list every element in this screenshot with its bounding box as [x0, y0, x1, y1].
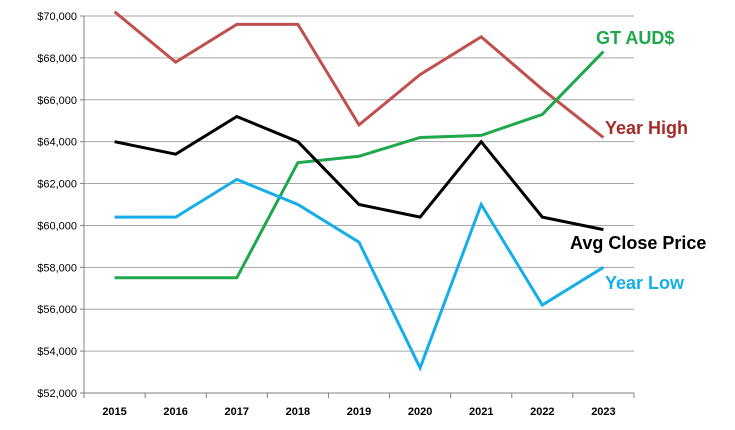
series-group [113, 10, 605, 372]
y-axis: $52,000 $54,000 $56,000 $58,000 $60,000 $62,0… [37, 11, 85, 400]
y-tick-label: $60,000 [37, 220, 77, 232]
series-line-year-low [114, 177, 605, 372]
y-tick-label: $58,000 [37, 262, 77, 274]
y-tick-label: $68,000 [37, 53, 77, 65]
x-tick-label: 2020 [408, 406, 432, 418]
x-tick-label: 2022 [530, 406, 554, 418]
x-tick-label: 2019 [347, 406, 371, 418]
y-tick-label: $66,000 [37, 95, 77, 107]
series-label-year-high: Year High [605, 118, 688, 138]
series-label-avg-close: Avg Close Price [570, 233, 706, 253]
y-tick-label: $70,000 [37, 11, 77, 23]
y-tick-label: $56,000 [37, 304, 77, 316]
series-label-year-low: Year Low [605, 273, 685, 293]
series-line-gt-aud [114, 50, 605, 280]
series-label-gt-aud: GT AUD$ [596, 28, 674, 48]
x-tick-label: 2021 [469, 406, 493, 418]
x-axis: 2015 2016 2017 2018 2019 2020 2021 2022 2023 [83, 392, 635, 418]
x-tick-label: 2016 [163, 406, 187, 418]
y-tick-label: $62,000 [37, 179, 77, 191]
x-tick-label: 2023 [591, 406, 615, 418]
y-tick-label: $54,000 [37, 346, 77, 358]
y-tick-label: $64,000 [37, 137, 77, 149]
y-tick-label: $52,000 [37, 388, 77, 400]
x-tick-label: 2018 [286, 406, 310, 418]
grid [84, 15, 634, 394]
x-tick-label: 2017 [225, 406, 249, 418]
series-line-year-high [113, 10, 605, 139]
series-line-avg-close [114, 114, 604, 232]
x-tick-label: 2015 [102, 406, 126, 418]
